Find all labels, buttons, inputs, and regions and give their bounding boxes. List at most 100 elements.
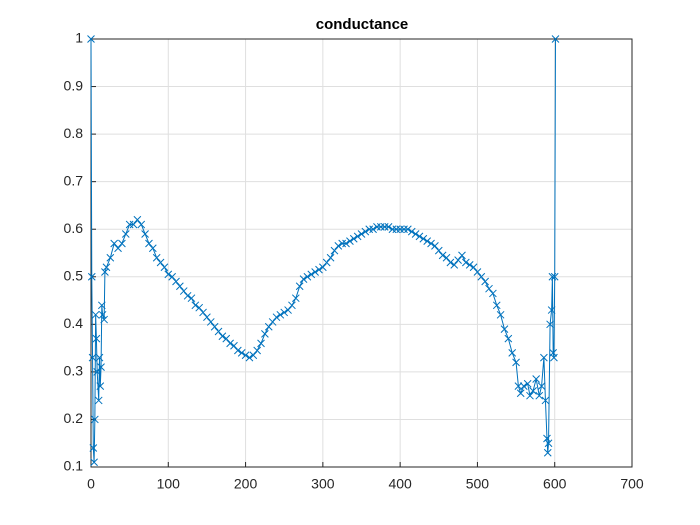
marker [284,306,292,314]
chart-title: conductance [316,16,409,33]
marker [179,287,188,295]
marker [102,263,111,272]
marker [544,439,553,448]
marker [90,458,98,467]
marker [210,322,219,331]
x-tick-label: 100 [157,476,181,492]
marker [361,227,370,236]
marker [504,334,513,343]
marker [548,272,557,281]
marker [295,282,304,291]
y-tick-label: 0.4 [64,315,84,331]
marker [369,225,377,234]
marker [357,230,366,238]
marker [152,253,161,262]
marker [214,327,223,336]
axes-box [90,38,633,468]
marker [160,263,169,272]
marker [322,258,331,267]
marker [241,351,250,360]
marker [529,387,537,395]
marker [97,301,106,310]
marker [334,242,343,250]
marker [547,306,556,314]
y-tick-label: 1 [75,30,83,46]
x-tick-label: 500 [466,476,490,492]
marker [264,322,273,331]
marker [543,434,551,443]
plot-area [91,39,632,467]
marker [191,301,200,310]
marker [89,444,98,452]
marker [550,353,558,362]
marker [299,275,308,284]
marker [535,391,544,400]
marker [280,308,289,317]
marker [257,339,265,348]
x-tick-label: 0 [87,476,95,492]
marker [461,258,470,267]
marker [319,263,327,272]
marker [481,277,490,286]
marker [411,230,420,238]
marker [92,334,101,343]
marker [106,253,115,262]
marker [454,256,462,264]
marker [496,310,505,319]
x-tick-label: 200 [234,476,258,492]
marker [172,277,180,286]
marker [516,389,525,398]
marker [400,225,408,234]
marker [485,284,493,293]
marker [349,234,358,243]
marker [330,246,339,255]
marker [376,222,385,231]
marker [546,320,554,329]
marker [434,246,443,255]
marker [489,289,497,298]
marker [110,239,119,248]
marker [492,301,501,310]
marker [500,325,509,333]
marker [384,222,393,231]
marker [98,310,107,319]
marker [129,220,138,229]
marker [541,396,550,405]
marker [94,396,103,405]
marker [438,251,447,260]
marker [427,239,435,248]
marker [311,268,319,276]
marker [88,353,97,362]
marker [95,353,104,362]
marker [96,382,105,391]
marker [137,220,146,229]
marker [407,227,416,236]
marker [101,268,109,276]
marker [404,225,412,234]
marker [245,353,254,362]
marker [87,35,95,43]
marker [291,294,300,303]
marker [261,329,269,338]
marker [526,391,534,400]
marker [226,339,234,348]
marker [222,334,231,343]
marker [373,222,381,231]
marker [91,310,100,319]
marker [237,349,246,357]
marker [203,313,211,322]
x-tick-label: 600 [543,476,567,492]
marker [458,251,466,260]
marker [164,270,173,279]
marker [97,363,105,371]
marker [168,272,177,281]
marker [423,237,432,245]
marker [187,294,196,303]
marker [450,261,459,269]
y-tick-label: 0.8 [64,125,84,141]
marker [253,346,262,355]
marker [199,308,207,317]
marker [523,379,532,388]
marker [93,368,102,376]
